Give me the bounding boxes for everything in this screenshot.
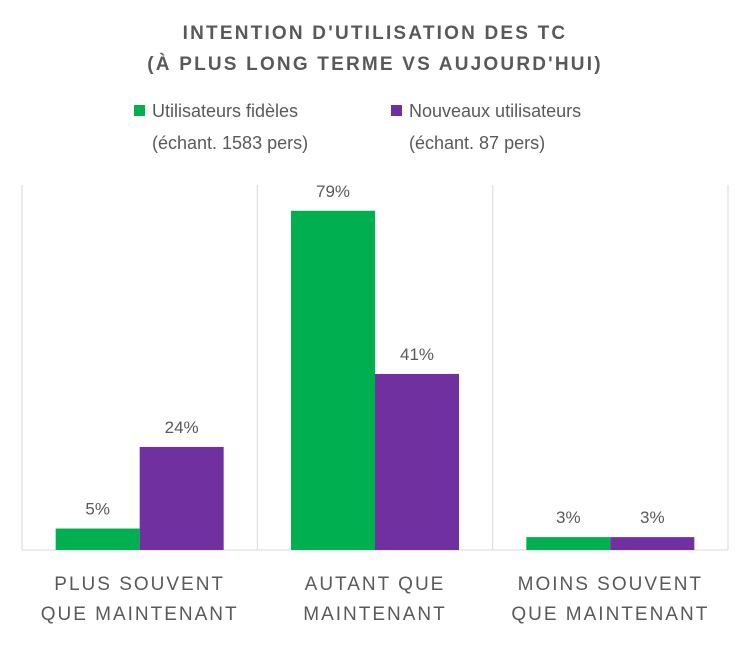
bar-utilisateurs-fideles	[526, 537, 611, 550]
category-label: PLUS SOUVENT	[54, 574, 225, 595]
category-label: MOINS SOUVENT	[518, 574, 703, 595]
legend-item-utilisateurs-fideles: Utilisateurs fidèles (échant. 1583 pers)	[134, 101, 308, 153]
bar-utilisateurs-fideles	[291, 210, 375, 550]
bar-utilisateurs-fideles	[55, 528, 140, 550]
legend-swatch-nouveaux-utilisateurs	[391, 105, 402, 116]
chart-title: INTENTION D'UTILISATION DES TC (À PLUS L…	[147, 23, 602, 75]
legend-item-nouveaux-utilisateurs: Nouveaux utilisateurs (échant. 87 pers)	[391, 101, 581, 153]
legend-sublabel-utilisateurs-fideles: (échant. 1583 pers)	[152, 133, 308, 153]
plot-area: 5% 24% PLUS SOUVENT QUE MAINTENANT 79% 41% AUT…	[21, 182, 729, 625]
legend-label-utilisateurs-fideles: Utilisateurs fidèles	[152, 101, 298, 121]
chart-title-line-1: INTENTION D'UTILISATION DES TC	[183, 23, 568, 44]
data-label: 3%	[556, 508, 581, 527]
data-label: 24%	[165, 418, 199, 437]
bar-nouveaux-utilisateurs	[610, 537, 695, 550]
category-label: QUE MAINTENANT	[41, 604, 239, 625]
category-label: QUE MAINTENANT	[511, 604, 709, 625]
chart-title-line-2: (À PLUS LONG TERME VS AUJOURD'HUI)	[147, 53, 602, 75]
data-label: 41%	[400, 345, 434, 364]
category-label: AUTANT QUE	[305, 574, 446, 595]
bar-nouveaux-utilisateurs	[139, 446, 224, 550]
legend: Utilisateurs fidèles (échant. 1583 pers)…	[134, 101, 581, 153]
legend-swatch-utilisateurs-fideles	[134, 105, 145, 116]
category-label: MAINTENANT	[303, 604, 447, 625]
data-label: 5%	[85, 500, 110, 519]
data-label: 79%	[316, 182, 350, 201]
legend-label-nouveaux-utilisateurs: Nouveaux utilisateurs	[409, 101, 581, 121]
legend-sublabel-nouveaux-utilisateurs: (échant. 87 pers)	[409, 133, 545, 153]
bar-nouveaux-utilisateurs	[375, 373, 459, 550]
data-label: 3%	[640, 508, 665, 527]
